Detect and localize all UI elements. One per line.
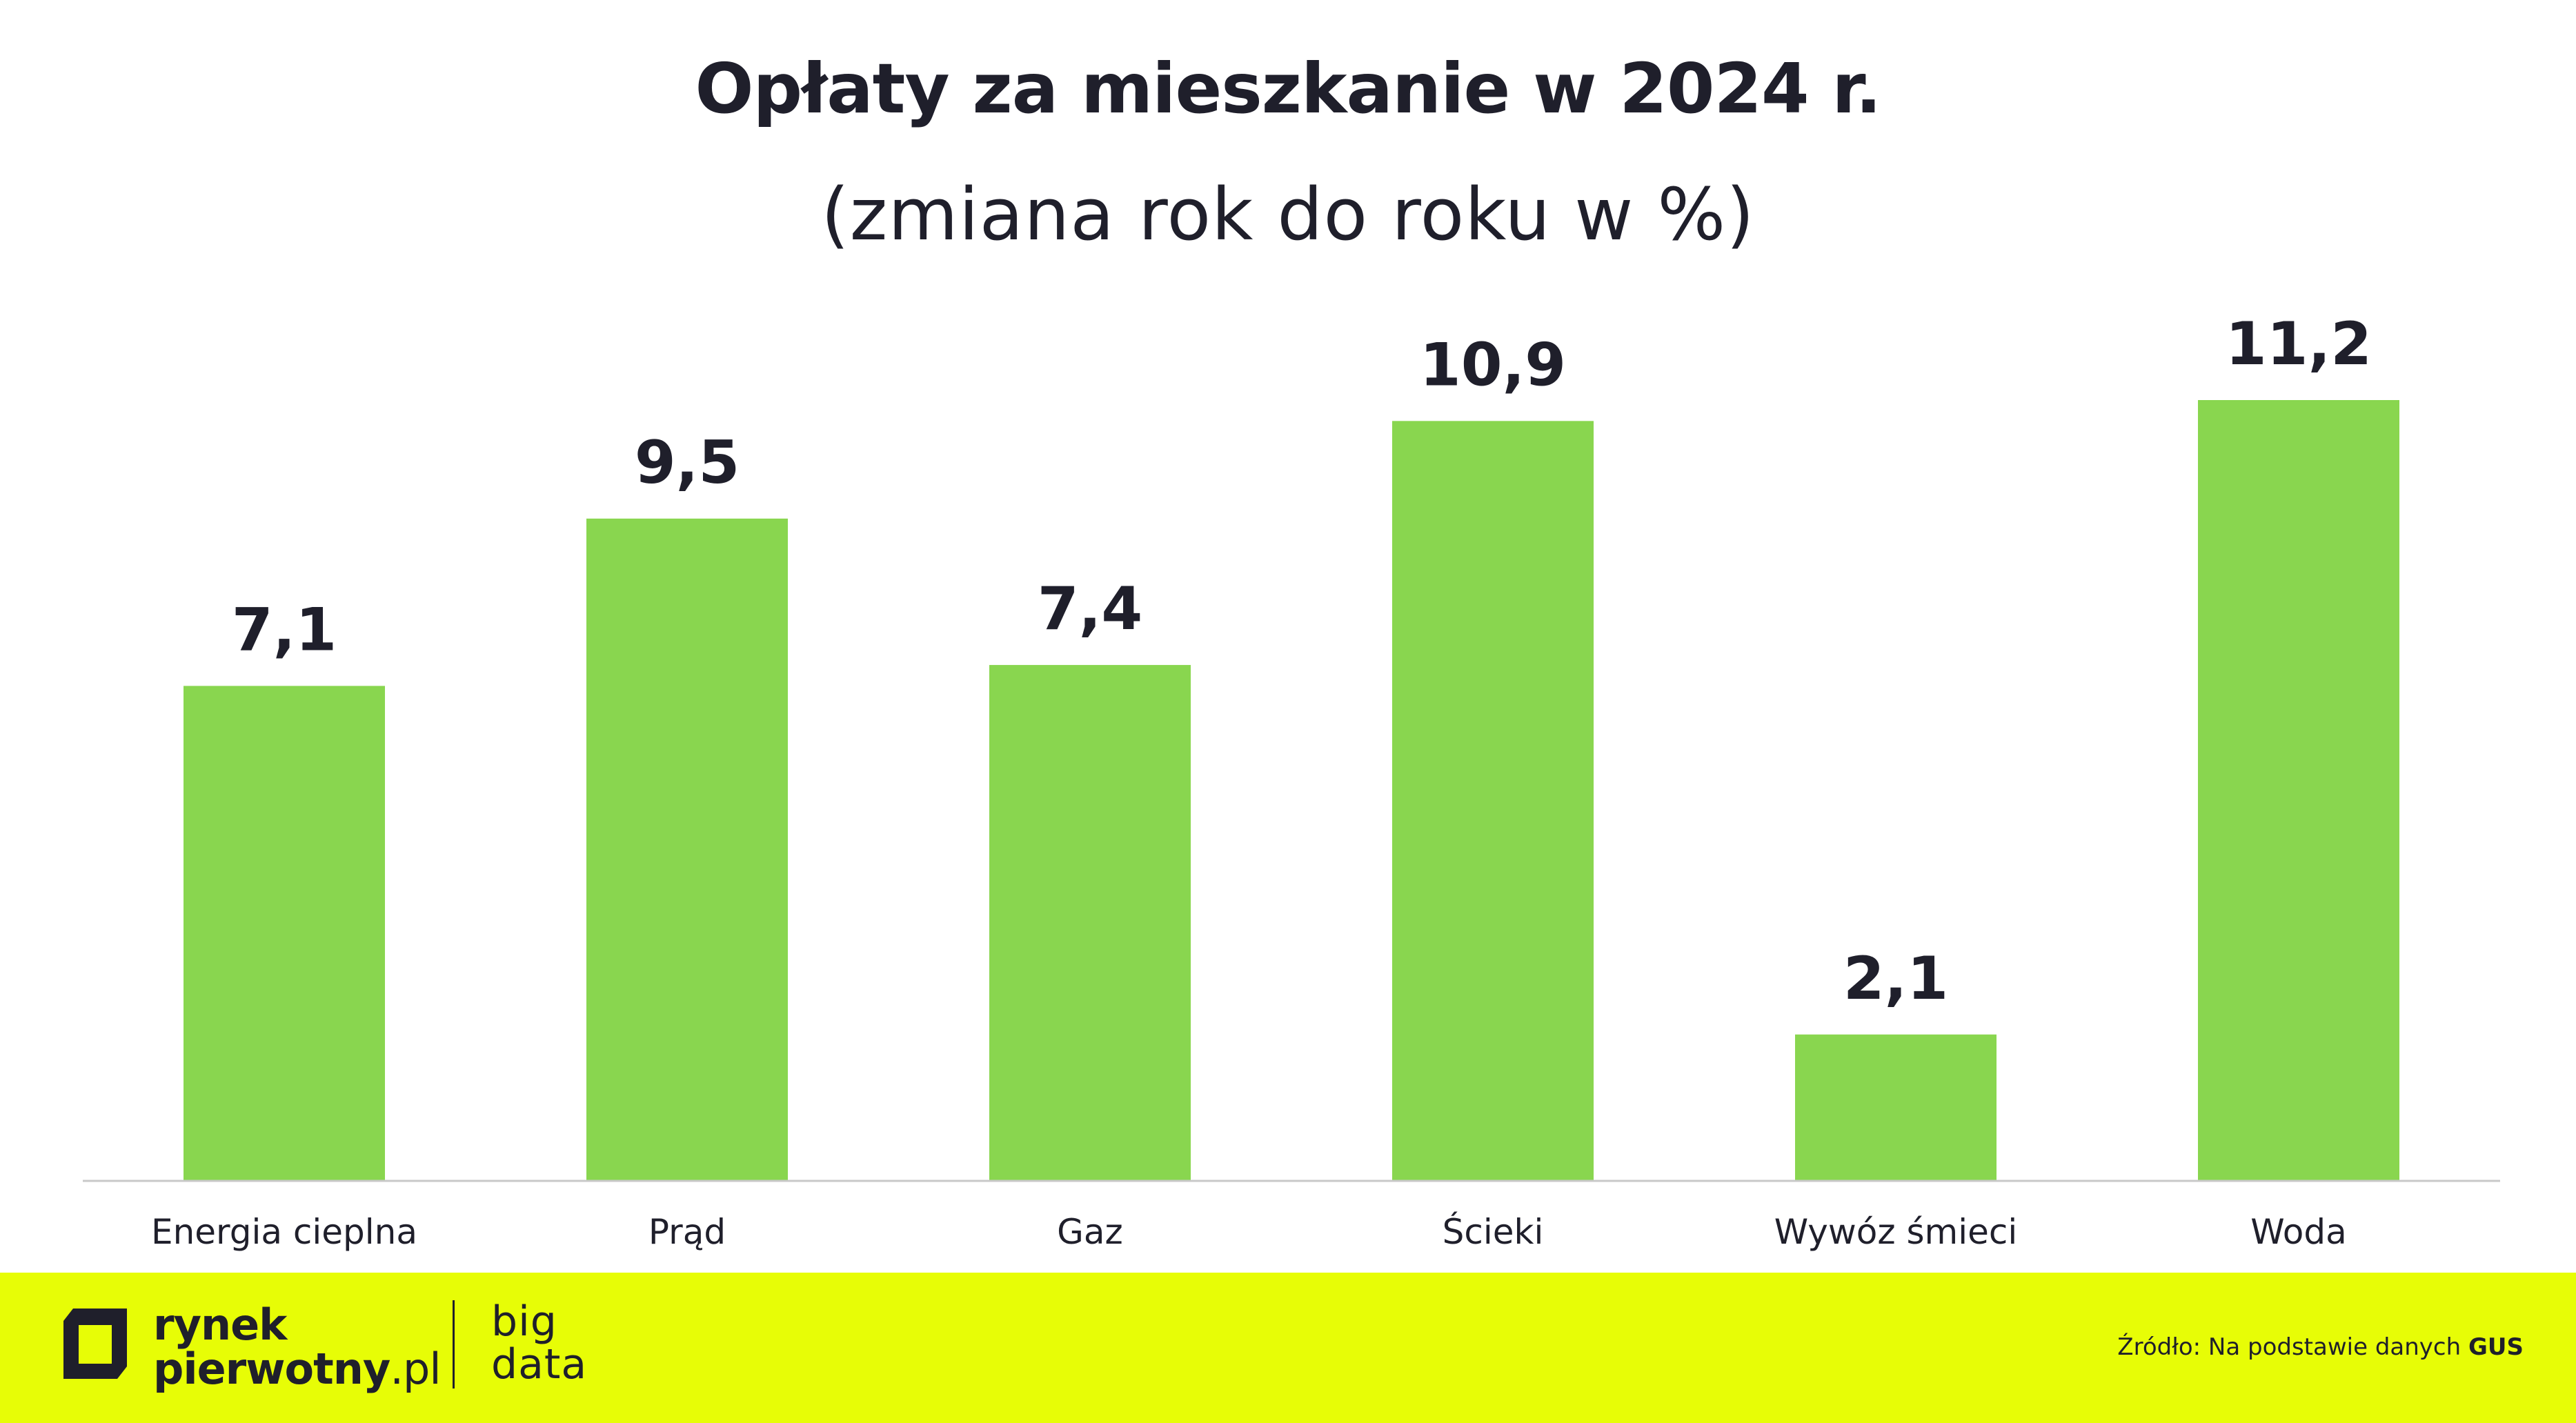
logo-line2: pierwotny.pl — [153, 1344, 442, 1394]
chart-subtitle: (zmiana rok do roku w %) — [821, 172, 1755, 257]
bigdata-line1: big — [491, 1297, 557, 1346]
brand-logo-text: rynek pierwotny.pl — [153, 1300, 442, 1394]
bar-6 — [2198, 400, 2399, 1181]
value-labels-group: 7,1 9,5 7,4 10,9 2,1 11,2 — [232, 310, 2372, 1013]
source-prefix: Źródło: Na podstawie danych — [2117, 1333, 2461, 1361]
chart-title: Opłaty za mieszkanie w 2024 r. — [695, 48, 1882, 129]
bar-2 — [586, 518, 788, 1181]
logo-divider — [453, 1300, 455, 1389]
logo-line1: rynek — [153, 1300, 287, 1350]
category-label-6: Woda — [2250, 1212, 2346, 1252]
source-note: Źródło: Na podstawie danych GUS — [2117, 1333, 2524, 1361]
bar-5 — [1795, 1034, 1997, 1181]
logo-line2-thin: .pl — [390, 1344, 441, 1394]
value-label-6: 11,2 — [2226, 310, 2372, 379]
bigdata-line2: data — [491, 1340, 588, 1389]
value-label-4: 10,9 — [1420, 330, 1566, 399]
bar-1 — [184, 686, 385, 1181]
value-label-3: 7,4 — [1038, 575, 1142, 644]
bigdata-logo: big data — [491, 1300, 587, 1386]
category-label-4: Ścieki — [1443, 1211, 1544, 1252]
rynekpierwotny-logo-icon — [63, 1308, 127, 1379]
category-label-5: Wywóz śmieci — [1774, 1212, 2018, 1252]
source-name: GUS — [2468, 1333, 2524, 1361]
category-label-1: Energia cieplna — [151, 1212, 417, 1252]
value-label-1: 7,1 — [232, 595, 337, 664]
value-label-5: 2,1 — [1843, 944, 1948, 1013]
bars-group — [184, 400, 2399, 1181]
bar-4 — [1392, 421, 1594, 1181]
category-label-2: Prąd — [648, 1212, 726, 1252]
bar-3 — [989, 665, 1191, 1181]
logo-line2-bold: pierwotny — [153, 1344, 390, 1394]
category-label-3: Gaz — [1057, 1212, 1123, 1252]
category-labels-group: Energia cieplna Prąd Gaz Ścieki Wywóz śmieci… — [151, 1211, 2347, 1252]
bar-chart: 7,1 9,5 7,4 10,9 2,1 11,2 Energia cieplna Prąd… — [83, 310, 2500, 1252]
value-label-2: 9,5 — [635, 428, 740, 497]
footer-bar: rynek pierwotny.pl big data Źródło: Na p… — [0, 1273, 2576, 1423]
